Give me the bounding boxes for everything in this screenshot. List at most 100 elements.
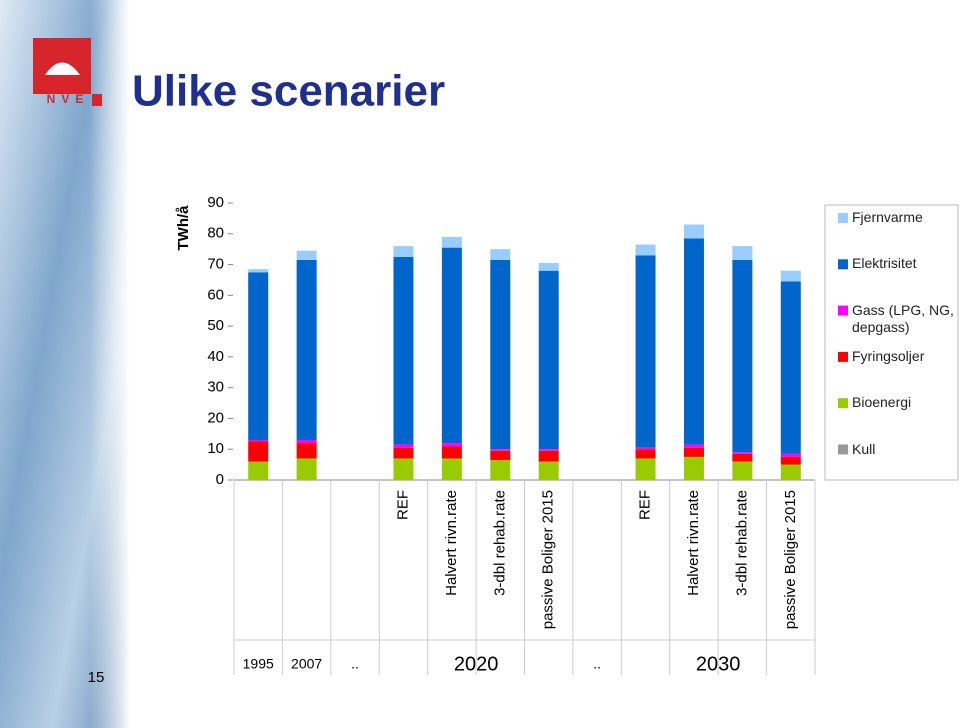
legend-label-box: Bioenergi — [852, 394, 912, 411]
bar-segment — [393, 458, 414, 480]
bar-segment — [490, 450, 511, 460]
y-tick-label: 40 — [207, 348, 224, 365]
bar-segment — [441, 443, 462, 447]
slide-title: Ulike scenarier — [132, 67, 445, 116]
legend-label: Bioenergi — [852, 394, 912, 411]
group-label: .. — [593, 656, 601, 672]
group-label: 2020 — [454, 653, 499, 675]
bar-segment — [780, 281, 801, 454]
legend-swatch — [838, 444, 848, 455]
legend-swatch — [838, 213, 848, 223]
group-label: .. — [351, 656, 359, 672]
legend-swatch — [838, 398, 848, 409]
y-axis-label: TWh/å — [175, 205, 192, 251]
x-tick-label: REF — [394, 490, 411, 520]
bar-segment — [780, 464, 801, 480]
bar-segment — [296, 439, 317, 444]
bar-segment — [248, 461, 269, 480]
legend-label-box: Elektrisitet — [852, 255, 917, 272]
legend-label-box: Fyringsoljer — [852, 347, 925, 364]
legend-swatch — [838, 305, 848, 316]
bar-segment — [490, 249, 511, 260]
group-label: 1995 — [243, 656, 274, 672]
bar-segment — [441, 446, 462, 459]
bar-segment — [780, 456, 801, 465]
bar-segment — [490, 259, 511, 450]
bar-segment — [393, 447, 414, 459]
x-tick-label: 3-dbl rehab.rate — [491, 490, 508, 596]
bar-segment — [732, 259, 753, 453]
bar-segment — [683, 456, 704, 480]
y-tick-label: 0 — [216, 471, 224, 488]
bar-segment — [780, 453, 801, 457]
legend-label-box: Fjernvarme — [852, 209, 923, 225]
y-tick-label: 80 — [207, 225, 224, 242]
logo-text: NVE — [47, 92, 90, 106]
bar-segment — [732, 461, 753, 480]
bar-segment — [538, 263, 559, 271]
legend-label: Kull — [852, 440, 876, 457]
bar-segment — [248, 272, 269, 440]
bar-segment — [296, 259, 317, 440]
legend-label: Elektrisitet — [852, 255, 917, 272]
bar-segment — [538, 450, 559, 462]
bar-segment — [296, 250, 317, 260]
bar-segment — [393, 256, 414, 445]
legend-label: Gass (LPG, NG, depgass) — [852, 301, 954, 335]
bar-segment — [732, 453, 753, 462]
x-tick-label: passive Boliger 2015 — [782, 490, 799, 629]
bar-segment — [780, 270, 801, 282]
group-label: 2007 — [291, 656, 322, 672]
x-tick-label: Halvert rivn.rate — [443, 490, 460, 596]
y-tick-label: 30 — [207, 379, 224, 396]
bar-segment — [635, 255, 656, 448]
bar-segment — [683, 444, 704, 448]
y-tick-label: 10 — [207, 440, 224, 457]
legend-box — [824, 204, 959, 481]
bar-segment — [248, 441, 269, 462]
y-tick-label: 50 — [207, 317, 224, 334]
bar-segment — [538, 461, 559, 480]
y-tick-label: 70 — [207, 256, 224, 273]
bar-segment — [732, 246, 753, 260]
logo-lion — [45, 62, 80, 75]
bar-segment — [441, 247, 462, 444]
bar-segment — [441, 236, 462, 248]
legend-label: Fyringsoljer — [852, 347, 925, 364]
bar-segment — [490, 459, 511, 480]
bar-segment — [296, 458, 317, 480]
legend-swatch — [838, 259, 848, 270]
x-tick-label: Halvert rivn.rate — [685, 490, 702, 596]
bar-segment — [683, 447, 704, 457]
y-tick-label: 60 — [207, 286, 224, 303]
bar-segment — [248, 439, 269, 442]
bar-segment — [635, 458, 656, 480]
y-tick-label: 20 — [207, 409, 224, 426]
page-number: 15 — [88, 669, 105, 686]
bar-segment — [393, 246, 414, 257]
legend-swatch — [838, 351, 848, 362]
bar-segment — [635, 244, 656, 256]
bar-segment — [635, 447, 656, 450]
bar-segment — [393, 444, 414, 448]
bar-segment — [441, 458, 462, 480]
bar-segment — [683, 238, 704, 445]
bar-segment — [248, 269, 269, 273]
group-label: 2030 — [696, 653, 741, 675]
bar-segment — [732, 452, 753, 454]
bar-segment — [296, 443, 317, 459]
y-tick-label: 90 — [207, 194, 224, 211]
legend-label: Fjernvarme — [852, 209, 923, 225]
bar-segment — [538, 270, 559, 450]
legend-label-box: Gass (LPG, NG, depgass) — [852, 301, 954, 335]
x-tick-label: 3-dbl rehab.rate — [733, 490, 750, 596]
x-tick-label: passive Boliger 2015 — [540, 490, 557, 629]
bar-segment — [538, 449, 559, 451]
background-fade — [90, 0, 130, 728]
legend-label-box: Kull — [852, 440, 876, 457]
bar-segment — [490, 449, 511, 451]
bar-segment — [683, 224, 704, 239]
x-tick-label: REF — [637, 490, 654, 520]
